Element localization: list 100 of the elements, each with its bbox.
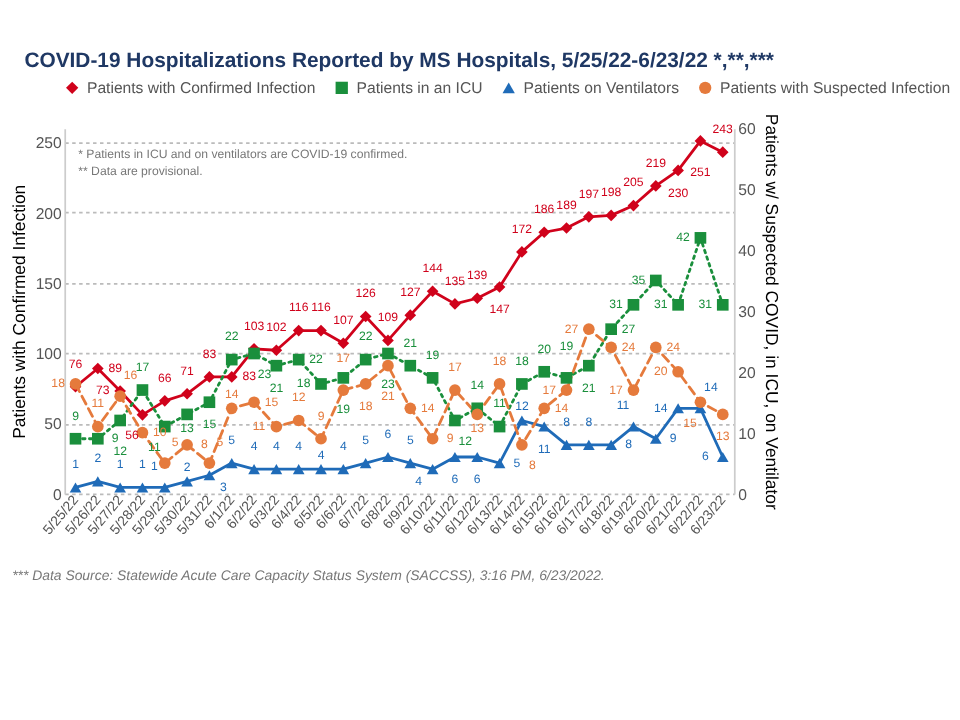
point bbox=[449, 298, 461, 310]
point bbox=[627, 298, 640, 311]
point bbox=[404, 359, 417, 372]
point bbox=[292, 464, 305, 475]
point bbox=[114, 482, 126, 493]
point bbox=[605, 341, 617, 354]
point bbox=[672, 298, 684, 311]
point bbox=[158, 394, 171, 407]
point bbox=[627, 384, 640, 396]
point bbox=[538, 365, 551, 378]
point bbox=[203, 470, 216, 481]
point bbox=[337, 337, 350, 350]
y-axis-title: Patients with Confirmed Infection bbox=[9, 184, 30, 439]
point bbox=[538, 226, 551, 239]
point bbox=[91, 420, 104, 433]
point bbox=[315, 464, 327, 475]
point bbox=[359, 378, 372, 390]
point bbox=[225, 402, 238, 415]
point bbox=[716, 298, 729, 311]
point bbox=[225, 353, 238, 366]
point bbox=[560, 222, 573, 234]
point bbox=[493, 281, 506, 293]
point bbox=[471, 408, 484, 421]
point bbox=[292, 353, 305, 366]
y-tick-label: 250 bbox=[35, 134, 64, 153]
point bbox=[605, 439, 617, 450]
point bbox=[716, 146, 729, 159]
y2-tick-label: 40 bbox=[738, 242, 757, 261]
point bbox=[493, 378, 506, 390]
point bbox=[605, 209, 617, 222]
point bbox=[270, 344, 283, 357]
point bbox=[471, 451, 484, 463]
point bbox=[649, 180, 662, 192]
y2-tick-label: 30 bbox=[738, 303, 757, 321]
point bbox=[694, 396, 707, 409]
point bbox=[181, 408, 193, 421]
point bbox=[649, 433, 662, 444]
point bbox=[203, 457, 216, 469]
y-tick-label: 50 bbox=[44, 415, 64, 434]
point bbox=[583, 439, 595, 450]
point bbox=[382, 359, 394, 372]
point bbox=[716, 451, 729, 463]
point bbox=[136, 384, 149, 396]
point bbox=[672, 403, 684, 414]
point bbox=[69, 432, 82, 445]
point bbox=[292, 414, 305, 427]
point bbox=[359, 458, 372, 469]
point bbox=[404, 309, 417, 321]
y-tick-label: 150 bbox=[35, 274, 64, 293]
point bbox=[426, 285, 439, 298]
y2-tick-label: 50 bbox=[738, 181, 757, 200]
point bbox=[382, 334, 394, 347]
point bbox=[136, 409, 149, 421]
legend-label: Patients with Suspected Infection bbox=[720, 79, 951, 98]
point bbox=[605, 323, 617, 336]
point bbox=[516, 415, 528, 426]
point bbox=[516, 246, 528, 258]
point bbox=[449, 384, 461, 396]
legend-label: Patients with Confirmed Infection bbox=[86, 79, 316, 98]
point bbox=[91, 432, 104, 445]
point bbox=[292, 324, 305, 337]
point bbox=[382, 347, 394, 360]
point bbox=[538, 402, 551, 415]
point bbox=[270, 359, 283, 372]
chart-title: COVID-19 Hospitalizations Reported by MS Hospitals, 5/25/22-6/23/22 *,**,*** bbox=[24, 51, 776, 74]
point bbox=[694, 135, 707, 147]
point bbox=[560, 439, 573, 450]
point bbox=[203, 396, 216, 409]
point bbox=[91, 476, 104, 487]
point bbox=[627, 199, 640, 212]
point bbox=[404, 402, 417, 415]
point bbox=[516, 378, 528, 390]
point bbox=[560, 384, 573, 396]
point bbox=[158, 457, 171, 469]
point bbox=[583, 210, 595, 223]
y2-axis-title: Patients w/ Suspected COVID, in ICU, on Ventilator bbox=[762, 113, 783, 510]
point bbox=[337, 384, 350, 396]
point bbox=[91, 362, 104, 375]
point bbox=[649, 341, 662, 354]
y2-tick-label: 20 bbox=[738, 363, 757, 382]
point bbox=[516, 439, 528, 451]
y2-tick-label: 60 bbox=[738, 120, 757, 139]
point bbox=[493, 458, 506, 469]
y2-tick-label: 0 bbox=[738, 485, 749, 504]
point bbox=[203, 371, 216, 383]
point bbox=[426, 372, 439, 384]
point bbox=[248, 464, 260, 475]
y-tick-label: 100 bbox=[35, 345, 64, 364]
point bbox=[225, 458, 238, 469]
point bbox=[426, 464, 439, 475]
point bbox=[270, 464, 283, 475]
point bbox=[315, 378, 327, 390]
point bbox=[716, 408, 729, 421]
y2-tick-label: 10 bbox=[738, 424, 757, 443]
point bbox=[382, 451, 394, 463]
point bbox=[672, 164, 684, 177]
point bbox=[694, 232, 707, 244]
point bbox=[426, 432, 439, 445]
point bbox=[248, 396, 260, 409]
point bbox=[449, 451, 461, 463]
